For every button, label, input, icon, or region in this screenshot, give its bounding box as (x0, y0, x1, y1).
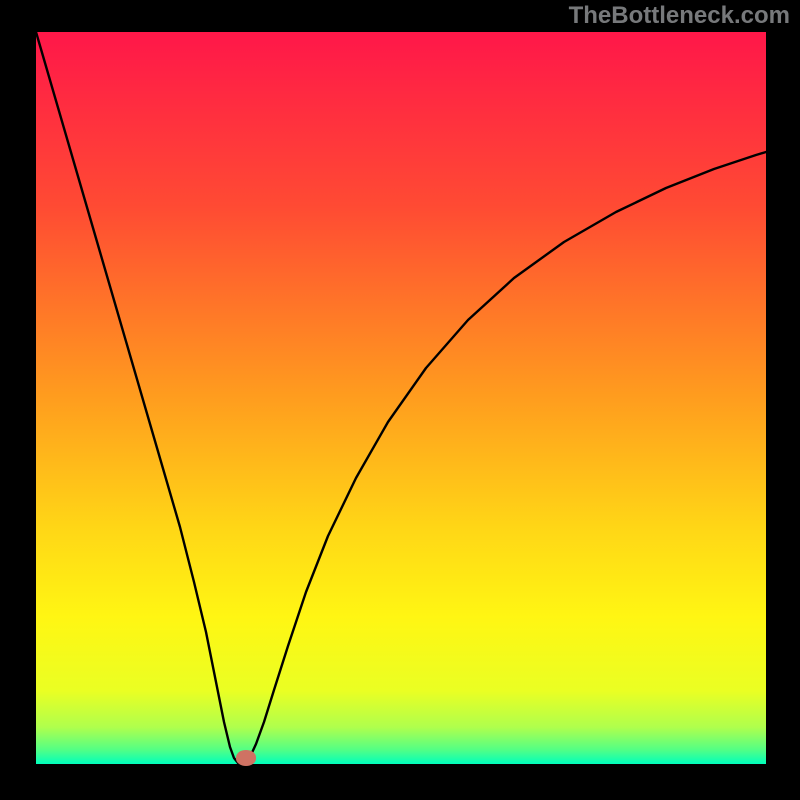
watermark-label: TheBottleneck.com (569, 2, 790, 30)
minimum-marker (236, 750, 256, 766)
bottleneck-curve (36, 32, 766, 764)
chart-container: TheBottleneck.com (0, 0, 800, 800)
curve-layer (36, 32, 766, 764)
